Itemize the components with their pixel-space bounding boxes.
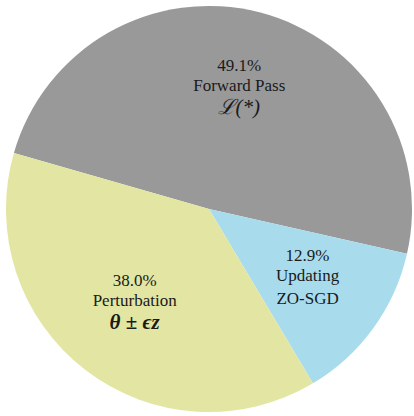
category-label: Perturbation [93,291,178,310]
pie-slice [6,153,313,412]
category-label: Updating [276,266,340,285]
data-label: 38.0% [113,271,157,290]
annotation: θ ± ϵz [110,310,161,334]
data-label: 49.1% [217,56,261,75]
annotation: ℒ(*) [218,95,260,119]
chart-container: 49.1%Forward Passℒ(*) 12.9%Updating ZO-SGD… [0,0,414,416]
annotation: ZO-SGD [276,289,338,308]
pie-chart: 49.1%Forward Passℒ(*) 12.9%Updating ZO-SGD… [0,0,414,416]
data-label: 12.9% [286,246,330,265]
category-label: Forward Pass [193,76,285,95]
